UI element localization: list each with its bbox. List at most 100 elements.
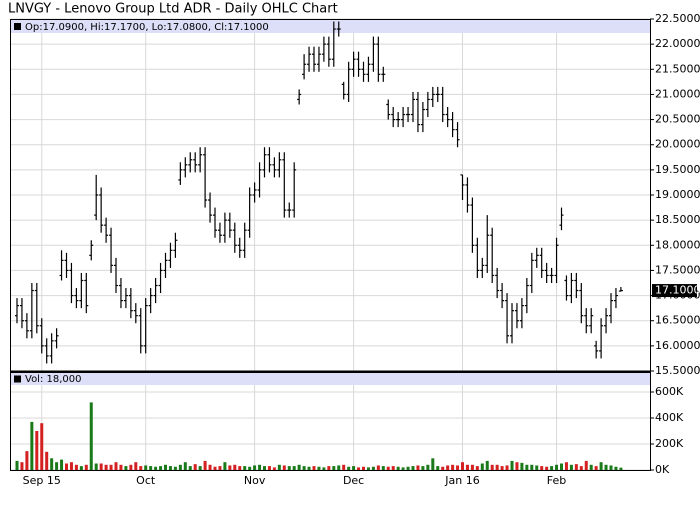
- chart-title: LNVGY - Lenovo Group Ltd ADR - Daily OHL…: [8, 2, 338, 17]
- volume-bar: [129, 464, 133, 470]
- volume-bar: [253, 465, 257, 470]
- volume-bar: [614, 466, 618, 470]
- x-tick-label: Jan 16: [444, 474, 479, 487]
- volume-bar: [84, 464, 88, 470]
- volume-bar: [238, 466, 242, 470]
- volume-bar: [164, 464, 167, 470]
- volume-bar: [223, 462, 227, 470]
- y-tick-label: 21.0000: [655, 87, 700, 100]
- volume-bar: [332, 466, 336, 470]
- y-tick-label: 18.5000: [655, 213, 700, 226]
- volume-bar: [371, 466, 375, 470]
- volume-bar: [490, 464, 494, 470]
- last-close-box: [652, 284, 697, 298]
- volume-bar: [203, 460, 207, 470]
- volume-bar: [485, 460, 489, 470]
- volume-bar: [292, 466, 296, 470]
- volume-bar: [609, 465, 613, 470]
- volume-bar: [475, 466, 479, 470]
- volume-bar: [109, 464, 113, 470]
- volume-bar: [421, 466, 425, 470]
- volume-bar: [119, 464, 123, 470]
- volume-bar: [312, 466, 316, 470]
- volume-bar: [40, 423, 44, 470]
- volume-bar: [376, 465, 380, 470]
- volume-bar: [357, 467, 361, 470]
- volume-bar: [74, 464, 78, 470]
- volume-bar: [451, 464, 455, 470]
- volume-bar: [228, 465, 232, 470]
- volume-bar: [243, 466, 247, 470]
- x-tick-label: Dec: [343, 474, 364, 487]
- volume-bar: [406, 466, 410, 470]
- volume-bar: [45, 451, 49, 470]
- legend-icon: [14, 375, 21, 383]
- volume-bar: [599, 462, 603, 470]
- volume-bar: [94, 463, 98, 470]
- y-tick-label: 15.5000: [655, 364, 700, 377]
- volume-bar: [550, 466, 554, 470]
- volume-bar: [218, 466, 222, 470]
- volume-bar: [154, 466, 158, 470]
- volume-bar: [277, 464, 281, 470]
- volume-bar: [545, 466, 549, 470]
- volume-bar: [391, 466, 395, 470]
- y-tick-label: 20.0000: [655, 138, 700, 151]
- volume-bar: [89, 402, 93, 470]
- volume-bar: [564, 462, 568, 470]
- volume-bar: [446, 465, 450, 470]
- y-tick-label: 20.5000: [655, 113, 700, 126]
- x-tick-label: Sep 15: [23, 474, 61, 487]
- volume-bar: [619, 467, 623, 470]
- legend-band: [11, 373, 650, 385]
- volume-bar: [282, 465, 286, 470]
- volume-bar: [362, 466, 365, 470]
- volume-bar: [520, 462, 524, 470]
- volume-bar: [540, 466, 544, 470]
- y-tick-label: 17.5000: [655, 263, 700, 276]
- volume-bar: [69, 462, 73, 470]
- volume-legend: Vol: 18,000: [25, 374, 82, 385]
- volume-bar: [15, 460, 19, 470]
- volume-bar: [263, 466, 266, 470]
- volume-bar: [267, 466, 271, 470]
- volume-bar: [327, 466, 331, 470]
- volume-bar: [456, 465, 460, 470]
- volume-bar: [411, 466, 415, 470]
- y-tick-label: 16.5000: [655, 314, 700, 327]
- volume-bar: [297, 464, 301, 470]
- volume-bar: [317, 466, 321, 470]
- y-tick-label: 19.0000: [655, 188, 700, 201]
- volume-bar: [465, 464, 469, 470]
- volume-bar: [604, 464, 608, 470]
- volume-bar: [208, 464, 212, 470]
- volume-bar: [55, 462, 59, 470]
- volume-bar: [505, 465, 509, 470]
- volume-bar: [470, 464, 474, 470]
- volume-bar: [124, 466, 128, 470]
- volume-bar: [352, 466, 356, 470]
- volume-bar: [535, 465, 539, 470]
- legend-band: [11, 20, 650, 33]
- volume-bar: [287, 466, 291, 470]
- volume-bar: [515, 462, 519, 470]
- volume-bar: [579, 466, 583, 470]
- marks-layer: [15, 21, 623, 470]
- volume-bar: [188, 466, 192, 470]
- volume-bar: [366, 467, 370, 470]
- x-tick-label: Feb: [547, 474, 566, 487]
- volume-bar: [416, 465, 420, 470]
- volume-bar: [436, 466, 440, 470]
- volume-bar: [555, 464, 559, 470]
- volume-bar: [114, 462, 118, 470]
- volume-bar: [25, 451, 29, 470]
- y-tick-label: 21.5000: [655, 62, 700, 75]
- volume-bar: [342, 464, 346, 470]
- x-tick-label: Nov: [244, 474, 266, 487]
- volume-bar: [104, 464, 108, 470]
- y-tick-label: 19.5000: [655, 163, 700, 176]
- y-tick-label: 18.0000: [655, 238, 700, 251]
